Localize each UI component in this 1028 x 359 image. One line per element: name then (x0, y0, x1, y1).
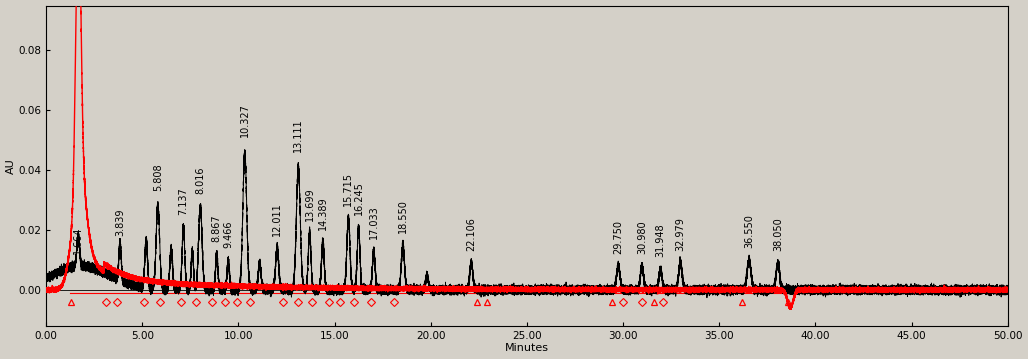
Text: 29.750: 29.750 (614, 220, 623, 254)
Text: 1.664: 1.664 (73, 227, 83, 254)
Text: 17.033: 17.033 (369, 205, 378, 239)
Text: 18.550: 18.550 (398, 199, 408, 233)
Text: 30.980: 30.980 (637, 220, 647, 254)
Text: 14.389: 14.389 (318, 196, 328, 230)
Text: 22.106: 22.106 (467, 217, 476, 251)
Text: 7.137: 7.137 (179, 187, 188, 215)
Y-axis label: AU: AU (5, 158, 15, 173)
Text: 31.948: 31.948 (656, 223, 665, 257)
Text: 8.016: 8.016 (195, 167, 206, 194)
Text: 15.715: 15.715 (343, 172, 354, 206)
X-axis label: Minutes: Minutes (505, 344, 549, 354)
Text: 13.699: 13.699 (304, 187, 315, 221)
Text: 36.550: 36.550 (744, 214, 755, 248)
Text: 12.011: 12.011 (272, 202, 282, 236)
Text: 16.245: 16.245 (354, 181, 364, 215)
Text: 32.979: 32.979 (675, 217, 686, 251)
Text: 3.839: 3.839 (115, 209, 125, 236)
Text: 10.327: 10.327 (240, 103, 250, 137)
Text: 38.050: 38.050 (773, 217, 783, 251)
Text: 9.466: 9.466 (223, 220, 233, 248)
Text: 13.111: 13.111 (293, 118, 303, 152)
Text: 8.867: 8.867 (212, 214, 222, 242)
Text: 5.808: 5.808 (153, 163, 162, 191)
